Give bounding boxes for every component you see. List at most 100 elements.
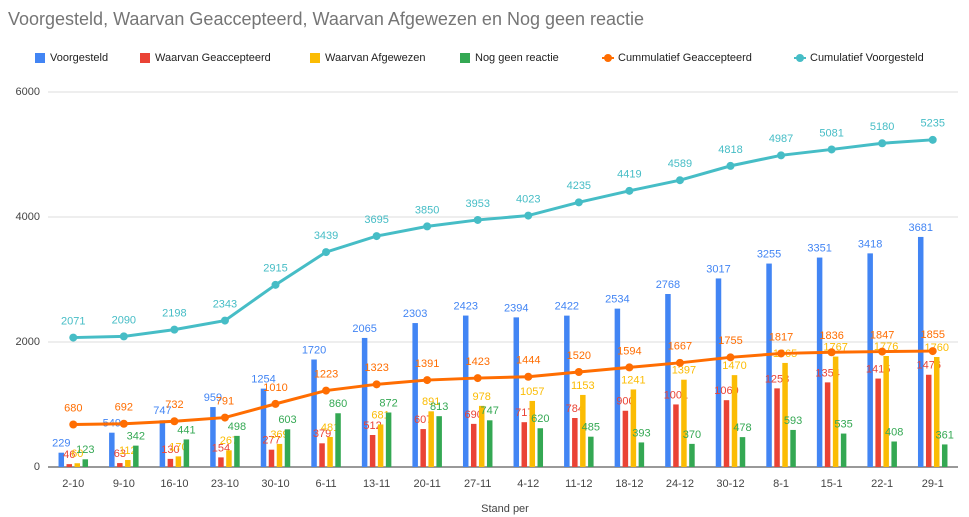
bar xyxy=(260,388,267,467)
bar xyxy=(933,357,940,467)
bar xyxy=(766,263,772,467)
line-point xyxy=(271,399,280,408)
bar xyxy=(529,400,536,467)
line-point xyxy=(524,211,533,220)
bar xyxy=(412,323,418,467)
data-label: 1755 xyxy=(718,335,742,347)
data-label: 2303 xyxy=(403,308,427,320)
line-point xyxy=(777,151,786,160)
x-tick-label: 18-12 xyxy=(615,478,643,490)
bar xyxy=(790,429,796,467)
data-label: 481 xyxy=(321,422,339,434)
data-label: 5235 xyxy=(920,118,944,130)
data-label: 1423 xyxy=(465,356,489,368)
legend-label: Waarvan Geaccepteerd xyxy=(155,52,271,64)
bar xyxy=(436,416,442,467)
data-label: 1444 xyxy=(516,355,540,367)
bar xyxy=(276,443,283,467)
bar xyxy=(369,435,376,467)
data-label: 3681 xyxy=(908,222,932,234)
data-label: 2198 xyxy=(162,308,186,320)
data-label: 1153 xyxy=(571,380,595,392)
data-label: 1667 xyxy=(668,341,692,353)
bar xyxy=(638,442,645,467)
line-point xyxy=(878,139,887,148)
bar xyxy=(327,436,333,467)
y-tick-label: 2000 xyxy=(16,336,40,348)
x-tick-label: 24-12 xyxy=(666,478,694,490)
data-label: 498 xyxy=(228,421,246,433)
bar xyxy=(723,400,730,467)
bar xyxy=(428,411,434,467)
bar xyxy=(210,407,216,467)
x-tick-label: 4-12 xyxy=(517,478,539,490)
bar xyxy=(377,424,384,467)
bar xyxy=(614,308,621,467)
bar xyxy=(588,436,594,467)
bar xyxy=(385,412,392,467)
data-label: 342 xyxy=(127,431,145,443)
line-point xyxy=(473,374,482,383)
line-point xyxy=(777,349,786,358)
data-label: 1847 xyxy=(870,329,894,341)
bar xyxy=(774,388,780,467)
bar xyxy=(824,382,831,467)
line-point xyxy=(423,376,432,385)
data-label: 170 xyxy=(169,441,187,453)
data-label: 2394 xyxy=(504,302,528,314)
legend-label: Waarvan Afgewezen xyxy=(325,52,425,64)
data-label: 717 xyxy=(515,407,533,419)
legend-marker xyxy=(796,54,804,62)
x-tick-label: 22-1 xyxy=(871,478,893,490)
y-tick-label: 4000 xyxy=(16,211,40,223)
data-label: 860 xyxy=(329,398,347,410)
data-label: 2065 xyxy=(352,323,376,335)
data-label: 4987 xyxy=(769,133,793,145)
data-label: 1010 xyxy=(263,382,287,394)
line-point xyxy=(625,363,634,372)
data-label: 4419 xyxy=(617,169,641,181)
bar xyxy=(234,435,240,467)
line-point xyxy=(170,417,179,426)
bar xyxy=(82,459,89,467)
data-label: 408 xyxy=(885,426,903,438)
line-point xyxy=(119,419,128,428)
data-label: 607 xyxy=(414,414,432,426)
line-point xyxy=(574,198,583,207)
data-label: 2768 xyxy=(656,279,680,291)
line-point xyxy=(69,420,78,429)
bar xyxy=(739,437,746,467)
line-point xyxy=(675,358,684,367)
data-label: 959 xyxy=(204,392,222,404)
legend-label: Cumulatief Voorgesteld xyxy=(810,52,924,64)
bar xyxy=(673,404,679,467)
bar xyxy=(681,379,687,467)
data-label: 747 xyxy=(481,405,499,417)
bar xyxy=(58,452,65,467)
data-label: 3439 xyxy=(314,230,338,242)
bar xyxy=(832,356,839,467)
line-point xyxy=(827,348,836,357)
data-label: 535 xyxy=(834,418,852,430)
data-label: 2090 xyxy=(112,314,136,326)
bar xyxy=(925,374,932,467)
data-label: 1520 xyxy=(567,350,591,362)
data-label: 1470 xyxy=(722,360,746,372)
data-label: 747 xyxy=(153,405,171,417)
bar xyxy=(218,457,224,467)
x-tick-label: 29-1 xyxy=(922,478,944,490)
data-label: 680 xyxy=(64,402,82,414)
data-label: 732 xyxy=(165,399,183,411)
data-label: 900 xyxy=(616,396,634,408)
data-label: 1323 xyxy=(364,362,388,374)
data-label: 891 xyxy=(422,396,440,408)
data-label: 5180 xyxy=(870,121,894,133)
data-label: 478 xyxy=(733,422,751,434)
data-label: 3351 xyxy=(807,242,831,254)
data-label: 267 xyxy=(220,435,238,447)
bar xyxy=(284,429,291,467)
x-tick-label: 30-10 xyxy=(261,478,289,490)
line-point xyxy=(473,215,482,224)
x-tick-label: 9-10 xyxy=(113,478,135,490)
data-label: 2071 xyxy=(61,315,85,327)
